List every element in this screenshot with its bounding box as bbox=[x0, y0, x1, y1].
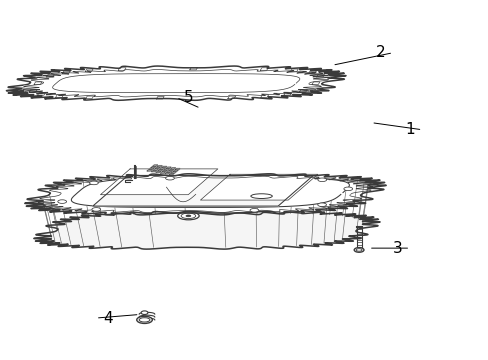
Polygon shape bbox=[53, 74, 299, 93]
Polygon shape bbox=[158, 170, 163, 171]
Text: 3: 3 bbox=[392, 240, 402, 256]
Ellipse shape bbox=[92, 208, 101, 211]
Ellipse shape bbox=[249, 208, 258, 212]
Ellipse shape bbox=[177, 212, 199, 220]
Ellipse shape bbox=[58, 200, 66, 203]
Ellipse shape bbox=[141, 311, 148, 315]
Polygon shape bbox=[168, 170, 173, 171]
Polygon shape bbox=[160, 172, 165, 173]
Ellipse shape bbox=[355, 249, 361, 251]
Polygon shape bbox=[155, 167, 160, 168]
Polygon shape bbox=[200, 174, 317, 200]
Ellipse shape bbox=[185, 215, 190, 217]
Ellipse shape bbox=[343, 187, 352, 191]
Polygon shape bbox=[164, 173, 169, 174]
Ellipse shape bbox=[165, 176, 174, 180]
Text: 2: 2 bbox=[375, 45, 385, 60]
Polygon shape bbox=[173, 170, 178, 171]
Ellipse shape bbox=[89, 181, 98, 185]
Text: 5: 5 bbox=[183, 90, 193, 105]
Ellipse shape bbox=[137, 316, 152, 323]
Ellipse shape bbox=[181, 213, 195, 219]
Polygon shape bbox=[151, 167, 156, 168]
Polygon shape bbox=[22, 69, 329, 97]
Polygon shape bbox=[157, 166, 162, 167]
Ellipse shape bbox=[250, 194, 272, 198]
Polygon shape bbox=[93, 175, 313, 206]
Polygon shape bbox=[160, 168, 164, 169]
Polygon shape bbox=[151, 171, 156, 172]
Polygon shape bbox=[170, 168, 175, 169]
Polygon shape bbox=[100, 169, 218, 195]
Polygon shape bbox=[164, 169, 169, 170]
Polygon shape bbox=[175, 168, 180, 170]
Polygon shape bbox=[166, 167, 171, 168]
Ellipse shape bbox=[353, 248, 363, 252]
Polygon shape bbox=[162, 170, 167, 172]
Polygon shape bbox=[166, 171, 171, 172]
Polygon shape bbox=[153, 165, 158, 166]
Polygon shape bbox=[153, 169, 158, 170]
Ellipse shape bbox=[317, 203, 326, 207]
Polygon shape bbox=[169, 174, 174, 175]
Ellipse shape bbox=[139, 318, 150, 322]
Text: 1: 1 bbox=[405, 122, 414, 137]
Polygon shape bbox=[156, 171, 161, 172]
Polygon shape bbox=[6, 66, 346, 100]
Polygon shape bbox=[162, 166, 166, 168]
Ellipse shape bbox=[317, 178, 326, 181]
Polygon shape bbox=[171, 172, 176, 173]
Polygon shape bbox=[149, 168, 154, 170]
Polygon shape bbox=[71, 178, 349, 207]
Polygon shape bbox=[147, 170, 152, 171]
Polygon shape bbox=[34, 211, 379, 249]
Text: 4: 4 bbox=[103, 311, 113, 325]
